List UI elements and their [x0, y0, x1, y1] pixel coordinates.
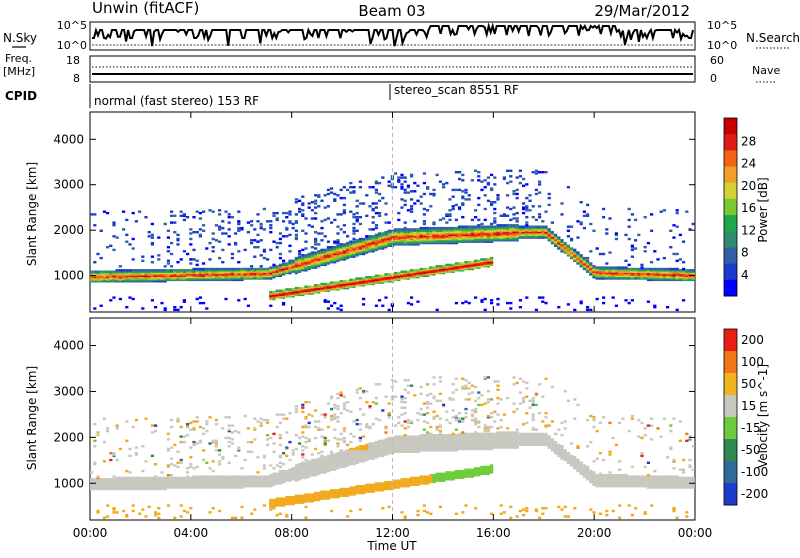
colorbar-tick-label: -200: [741, 487, 768, 501]
date-title: 29/Mar/2012: [594, 2, 690, 20]
colorbar-segment: [724, 351, 737, 374]
nave-label: Nave: [752, 64, 780, 77]
freq-panel: [90, 56, 695, 82]
y-tick-label: 1000: [53, 476, 84, 490]
beam-title: Beam 03: [358, 2, 425, 20]
colorbar-tick-label: 50: [741, 377, 756, 391]
colorbar-segment: [724, 395, 737, 418]
colorbar-tick-label: 8: [741, 246, 749, 260]
y-tick-label: 1000: [53, 269, 84, 283]
y-tick-label: 2000: [53, 430, 84, 444]
y-tick-label: 2000: [53, 223, 84, 237]
colorbar-tick-label: 4: [741, 268, 749, 282]
colorbar-segment: [724, 248, 737, 265]
x-tick-label: 04:00: [174, 526, 209, 540]
colorbar-segment: [724, 461, 737, 484]
nsky-line: [92, 26, 693, 46]
colorbar-segment: [724, 134, 737, 151]
freq-label: Freq.: [5, 52, 32, 65]
colorbar-tick-label: 12: [741, 223, 756, 237]
colorbar-segment: [724, 439, 737, 462]
station-title: Unwin (fitACF): [92, 0, 199, 17]
nsky-tick-bottom: 10^0: [57, 39, 87, 52]
colorbar-segment: [724, 417, 737, 440]
colorbar-tick-label: 200: [741, 333, 764, 347]
freq-tick-bottom: 8: [73, 72, 80, 85]
power-colorbar-label: Power [dB]: [756, 177, 770, 242]
colorbar-segment: [724, 183, 737, 200]
y-tick-label: 3000: [53, 384, 84, 398]
colorbar-tick-label: 15: [741, 399, 756, 413]
x-tick-label: 08:00: [274, 526, 309, 540]
freq-unit-label: [MHz]: [3, 65, 35, 78]
colorbar-segment: [724, 329, 737, 352]
velocity-panel: 1000 2000 3000 4000 00:00 04:00 08:00 12:00 16:0…: [53, 318, 768, 540]
nsky-tick-top: 10^5: [57, 19, 87, 32]
colorbar-segment: [724, 215, 737, 232]
nave-tick-top: 60: [710, 54, 724, 67]
x-tick-label: 20:00: [577, 526, 612, 540]
power-ylabel: Slant Range [km]: [25, 162, 39, 266]
freq-tick-top: 18: [66, 54, 80, 67]
cpid-mode-1: normal (fast stereo) 153 RF: [94, 94, 259, 108]
colorbar-segment: [724, 118, 737, 135]
x-tick-label: 00:00: [678, 526, 713, 540]
colorbar-segment: [724, 231, 737, 248]
cpid-label: CPID: [5, 89, 37, 103]
colorbar-segment: [724, 199, 737, 216]
colorbar-segment: [724, 150, 737, 167]
colorbar-tick-label: 28: [741, 134, 756, 148]
y-tick-label: 4000: [53, 132, 84, 146]
colorbar-tick-label: 20: [741, 179, 756, 193]
nsearch-tick-bottom: 10^0: [707, 39, 737, 52]
x-tick-label: 16:00: [476, 526, 511, 540]
velocity-colorbar-label: Velocity [m s^-1]: [756, 364, 770, 468]
nsky-trace: [92, 26, 693, 46]
colorbar-segment: [724, 264, 737, 281]
colorbar-segment: [724, 167, 737, 184]
colorbar-tick-label: 24: [741, 157, 756, 171]
x-tick-label: 12:00: [375, 526, 410, 540]
nave-tick-bottom: 0: [710, 72, 717, 85]
colorbar-tick-label: 16: [741, 201, 756, 215]
nsearch-tick-top: 10^5: [707, 19, 737, 32]
nsky-label: N.Sky: [3, 31, 37, 45]
colorbar-segment: [724, 373, 737, 396]
y-tick-label: 4000: [53, 339, 84, 353]
xlabel: Time UT: [366, 539, 417, 553]
x-tick-label: 00:00: [73, 526, 108, 540]
colorbar-segment: [724, 483, 737, 506]
cpid-mode-2: stereo_scan 8551 RF: [394, 83, 519, 97]
y-tick-label: 3000: [53, 178, 84, 192]
colorbar-segment: [724, 280, 737, 297]
velocity-ylabel: Slant Range [km]: [25, 366, 39, 470]
power-panel: 1000 2000 3000 4000 4 8 12 16 20 24 28: [53, 112, 756, 312]
nsearch-label: N.Search: [746, 31, 800, 45]
